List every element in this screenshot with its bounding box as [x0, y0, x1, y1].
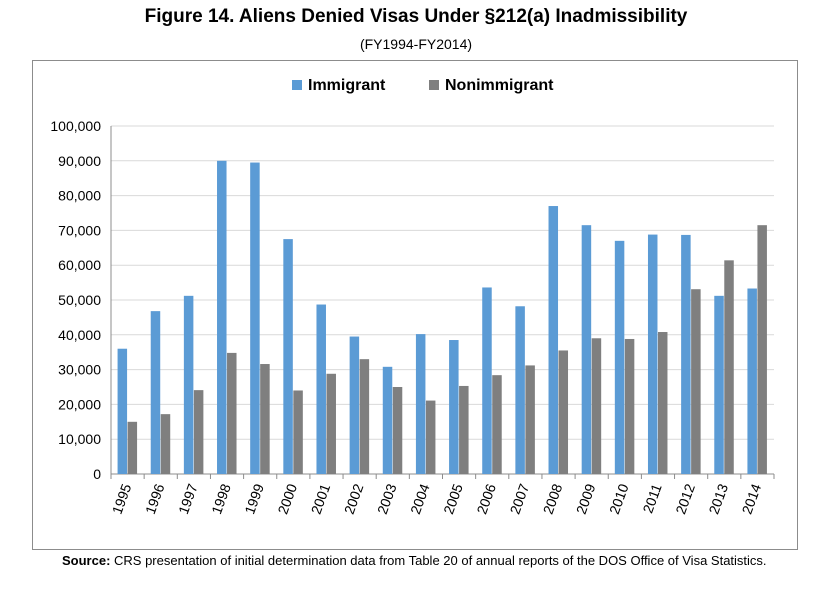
immigrant-bar	[681, 234, 691, 474]
immigrant-bar	[714, 295, 724, 474]
legend-label-nonimmigrant: Nonimmigrant	[445, 77, 554, 94]
y-tick-label: 100,000	[50, 118, 101, 134]
x-tick-label: 1999	[241, 481, 267, 516]
nonimmigrant-bar	[691, 289, 701, 474]
y-tick-label: 70,000	[58, 222, 101, 238]
x-tick-label: 2008	[540, 481, 566, 516]
nonimmigrant-bar	[657, 332, 668, 474]
immigrant-bar	[614, 240, 625, 474]
x-tick-label: 2013	[705, 481, 731, 516]
y-tick-label: 80,000	[58, 188, 101, 204]
immigrant-bar	[382, 366, 393, 474]
x-tick-label: 2014	[739, 481, 765, 516]
immigrant-bar	[548, 206, 559, 475]
x-tick-label: 2012	[672, 481, 698, 516]
immigrant-bar	[250, 162, 260, 475]
nonimmigrant-bar	[127, 421, 138, 474]
x-tick-label: 2007	[507, 481, 533, 516]
x-tick-label: 2011	[639, 481, 664, 515]
legend-swatch-immigrant	[292, 80, 302, 90]
x-tick-label: 2003	[374, 481, 400, 516]
y-tick-label: 30,000	[58, 362, 101, 378]
immigrant-bar	[150, 311, 161, 474]
immigrant-bar	[515, 306, 525, 474]
legend-swatch-nonimmigrant	[429, 80, 439, 90]
x-tick-label: 2000	[274, 481, 300, 516]
y-tick-label: 60,000	[58, 257, 101, 273]
nonimmigrant-bar	[359, 359, 370, 474]
nonimmigrant-bar	[525, 365, 535, 474]
nonimmigrant-bar	[425, 400, 436, 474]
x-tick-label: 2001	[308, 481, 334, 516]
figure-subtitle: (FY1994-FY2014)	[359, 36, 473, 52]
nonimmigrant-bar	[757, 225, 767, 474]
nonimmigrant-bar	[326, 373, 336, 474]
immigrant-bar	[415, 334, 426, 474]
nonimmigrant-bar	[459, 385, 469, 474]
x-tick-label: 2009	[573, 481, 599, 516]
nonimmigrant-bar	[591, 338, 602, 474]
source-text: CRS presentation of initial determinatio…	[110, 553, 767, 568]
figure-title: Figure 14. Aliens Denied Visas Under §21…	[144, 6, 688, 27]
source-label: Source:	[62, 553, 111, 568]
chart-frame	[32, 60, 798, 550]
x-tick-label: 1997	[175, 481, 201, 516]
nonimmigrant-bar	[260, 364, 270, 474]
x-tick-label: 2005	[440, 481, 466, 516]
nonimmigrant-bar	[193, 390, 204, 474]
x-tick-label: 1996	[142, 481, 168, 516]
immigrant-bar	[449, 340, 459, 474]
immigrant-bar	[283, 239, 293, 474]
y-tick-label: 40,000	[58, 327, 101, 343]
x-tick-label: 2002	[341, 481, 367, 516]
x-tick-label: 1995	[109, 481, 135, 516]
immigrant-bar	[647, 234, 658, 474]
y-tick-label: 50,000	[58, 292, 101, 308]
immigrant-bar	[747, 288, 757, 474]
nonimmigrant-bar	[492, 375, 502, 474]
y-tick-label: 20,000	[58, 396, 101, 412]
nonimmigrant-bar	[227, 352, 237, 474]
nonimmigrant-bar	[724, 260, 734, 474]
x-tick-label: 2006	[473, 481, 499, 516]
immigrant-bar	[117, 348, 128, 474]
legend-label-immigrant: Immigrant	[308, 77, 386, 94]
immigrant-bar	[581, 225, 592, 474]
nonimmigrant-bar	[392, 387, 403, 474]
nonimmigrant-bar	[293, 390, 303, 474]
y-tick-label: 0	[93, 466, 101, 482]
immigrant-bar	[183, 295, 194, 474]
x-tick-label: 2010	[606, 481, 632, 516]
immigrant-bar	[482, 287, 492, 474]
nonimmigrant-bar	[558, 350, 569, 474]
immigrant-bar	[217, 160, 227, 475]
y-tick-label: 10,000	[58, 431, 101, 447]
y-tick-label: 90,000	[58, 153, 101, 169]
x-tick-label: 2004	[407, 481, 433, 516]
immigrant-bar	[316, 304, 326, 474]
immigrant-bar	[349, 336, 360, 474]
x-tick-label: 1998	[208, 481, 234, 516]
source-note: Source: CRS presentation of initial dete…	[62, 552, 802, 569]
nonimmigrant-bar	[624, 338, 635, 474]
nonimmigrant-bar	[160, 414, 171, 474]
